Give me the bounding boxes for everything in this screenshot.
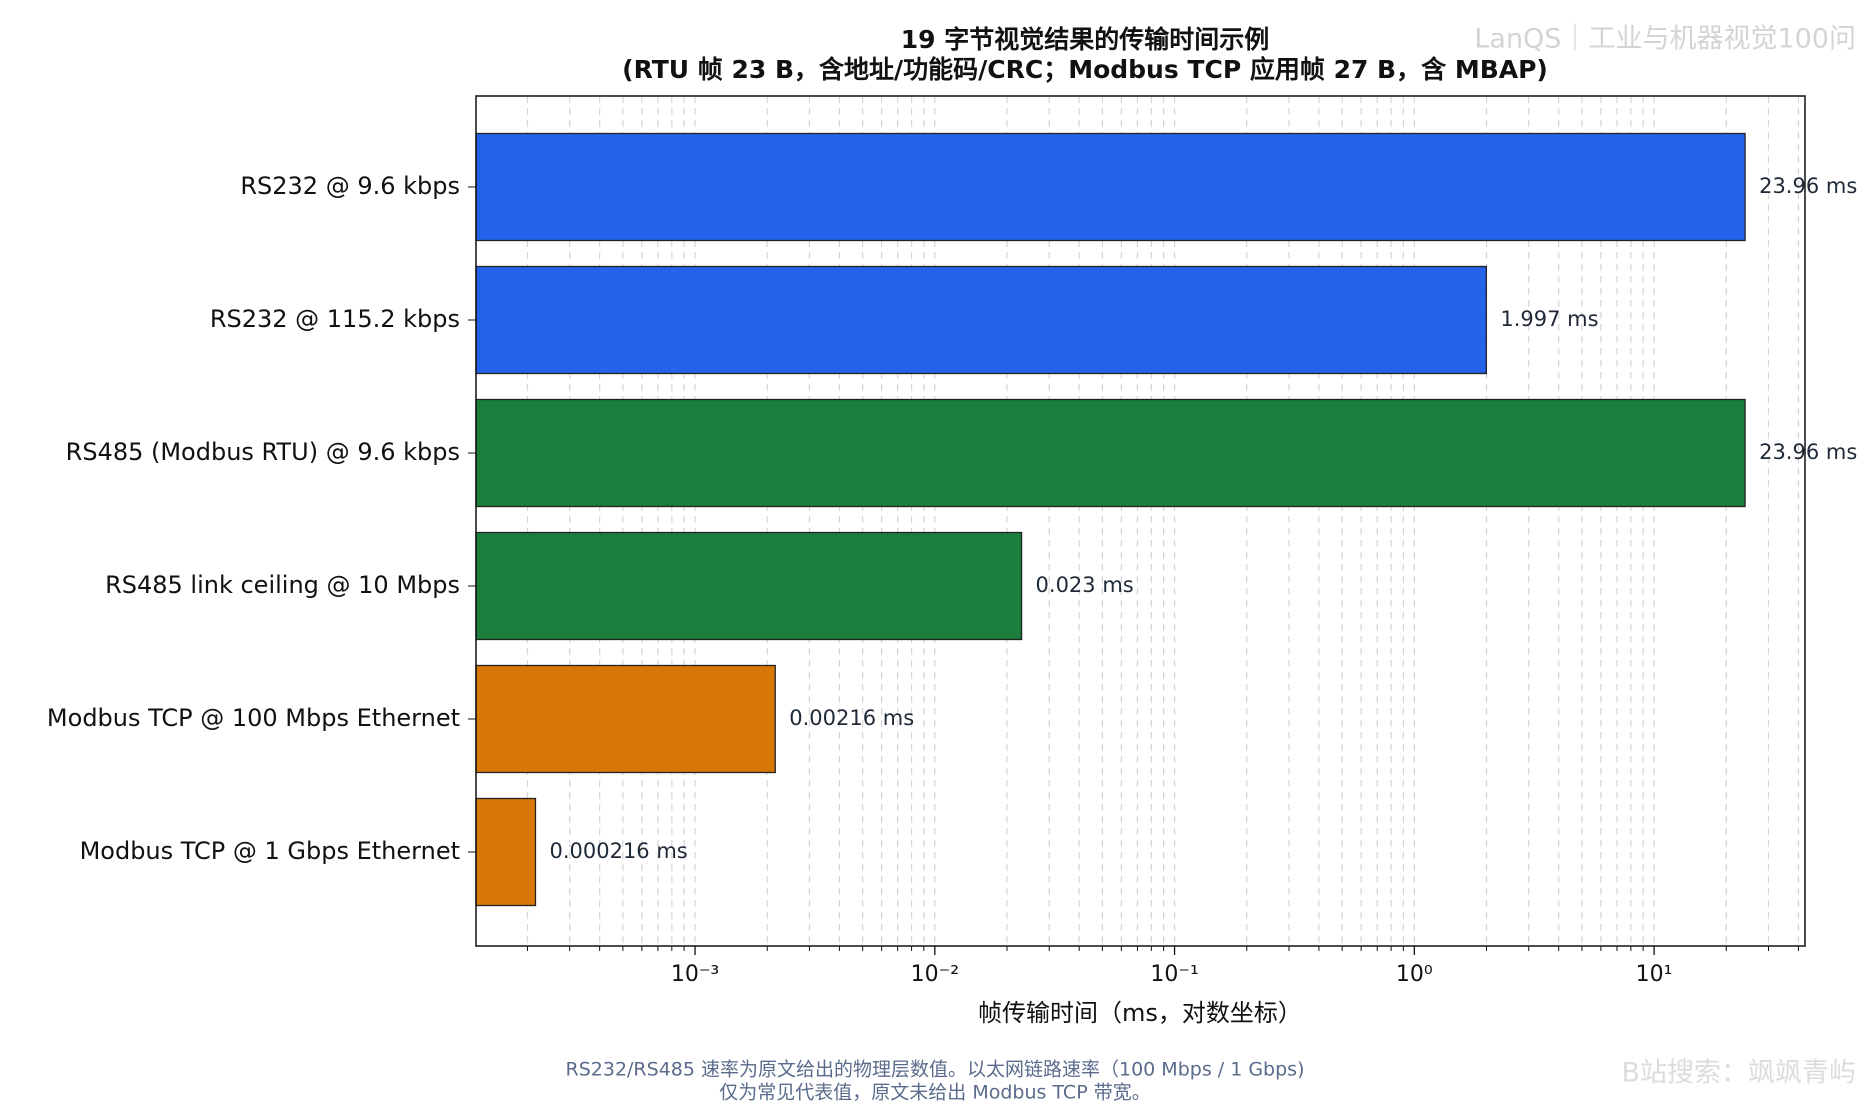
y-tick-label: RS485 link ceiling @ 10 Mbps bbox=[105, 571, 460, 599]
bar bbox=[475, 797, 537, 907]
value-label: 23.96 ms bbox=[1759, 174, 1857, 198]
bar bbox=[475, 132, 1746, 242]
y-tick-label: RS485 (Modbus RTU) @ 9.6 kbps bbox=[66, 438, 460, 466]
x-tick-label: 10¹ bbox=[1636, 962, 1673, 987]
footnote: RS232/RS485 速率为原文给出的物理层数值。以太网链路速率（100 Mb… bbox=[566, 1059, 1305, 1081]
y-tick-label: Modbus TCP @ 100 Mbps Ethernet bbox=[47, 704, 460, 732]
x-tick-label: 10⁰ bbox=[1396, 962, 1433, 987]
x-tick-label: 10⁻¹ bbox=[1150, 962, 1198, 987]
value-label: 0.023 ms bbox=[1036, 573, 1134, 597]
x-tick-label: 10⁻³ bbox=[671, 962, 719, 987]
bar bbox=[475, 265, 1488, 375]
y-tick-label: Modbus TCP @ 1 Gbps Ethernet bbox=[80, 837, 460, 865]
bar bbox=[475, 398, 1746, 508]
value-label: 0.00216 ms bbox=[789, 706, 914, 730]
bar bbox=[475, 531, 1023, 641]
chart-title: 19 字节视觉结果的传输时间示例 bbox=[901, 25, 1270, 54]
x-axis-label: 帧传输时间（ms，对数坐标） bbox=[978, 999, 1302, 1027]
watermark: B站搜索：飒飒青屿 bbox=[1621, 1058, 1856, 1089]
watermark: LanQS｜工业与机器视觉100问 bbox=[1474, 24, 1856, 55]
plot-frame bbox=[475, 95, 1806, 947]
value-label: 0.000216 ms bbox=[549, 839, 687, 863]
bar bbox=[475, 664, 776, 774]
footnote: 仅为常见代表值，原文未给出 Modbus TCP 带宽。 bbox=[719, 1082, 1150, 1104]
y-tick-label: RS232 @ 9.6 kbps bbox=[240, 172, 460, 200]
x-tick-label: 10⁻² bbox=[911, 962, 959, 987]
value-label: 23.96 ms bbox=[1759, 440, 1857, 464]
y-tick-label: RS232 @ 115.2 kbps bbox=[210, 305, 460, 333]
chart-subtitle: (RTU 帧 23 B，含地址/功能码/CRC；Modbus TCP 应用帧 2… bbox=[622, 55, 1548, 84]
value-label: 1.997 ms bbox=[1500, 307, 1598, 331]
